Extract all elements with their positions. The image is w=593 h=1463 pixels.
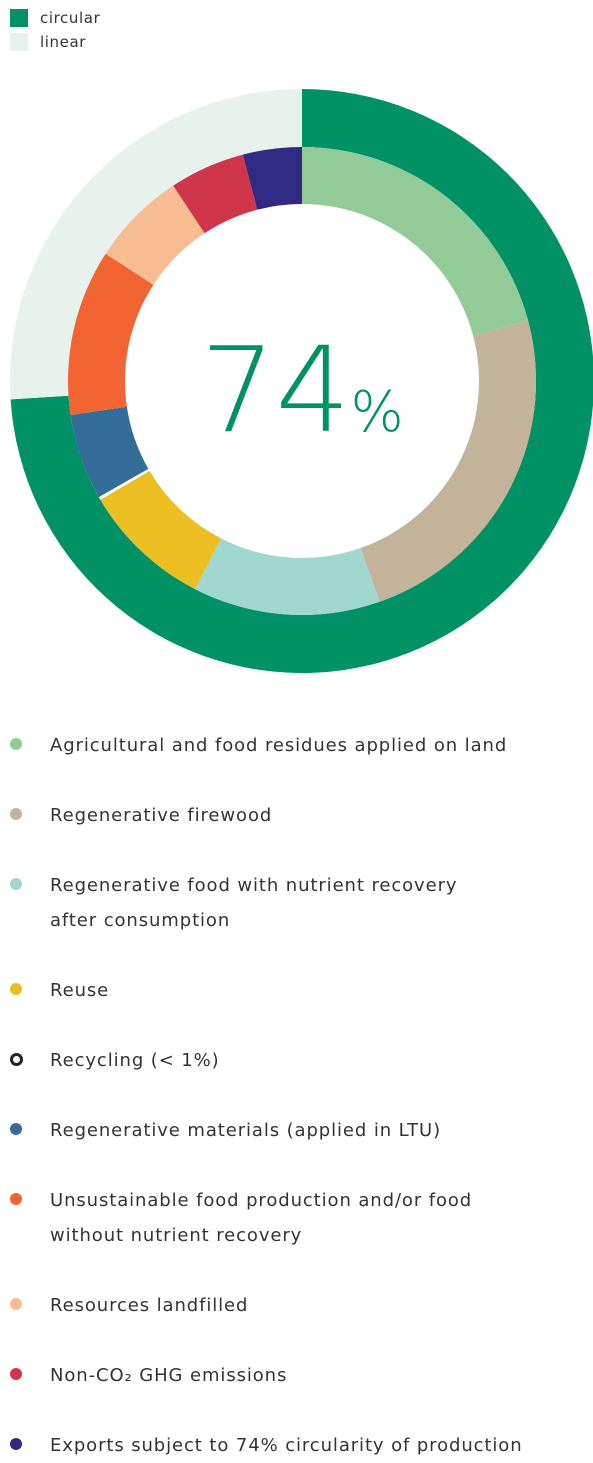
inner-slice-7	[105, 185, 205, 285]
legend-label-line: after consumption	[50, 910, 231, 931]
ring-legend: circular linear	[10, 6, 100, 54]
inner-slice-8	[173, 154, 258, 234]
inner-slice-5	[70, 406, 149, 498]
legend-label: Resources landfilled	[50, 1288, 570, 1323]
legend-label: Recycling (< 1%)	[50, 1043, 570, 1078]
legend-label-line: Agricultural and food residues applied o…	[50, 735, 508, 756]
center-value: 74	[200, 321, 350, 459]
legend-label-line: Resources landfilled	[50, 1295, 249, 1316]
legend-dot	[10, 1438, 22, 1450]
circularity-donut-chart: 74%	[9, 89, 593, 673]
legend-label: Unsustainable food production and/or foo…	[50, 1183, 570, 1253]
inner-slice-0	[302, 147, 529, 336]
legend-dot	[10, 1053, 23, 1066]
legend-label-circular: circular	[40, 9, 101, 27]
inner-slice-6	[68, 253, 154, 415]
legend-label-linear: linear	[40, 33, 87, 51]
legend-label-line: Regenerative materials (applied in LTU)	[50, 1120, 442, 1141]
legend-dot	[10, 1298, 22, 1310]
legend-label-line: Unsustainable food production and/or foo…	[50, 1190, 473, 1211]
legend-label: Regenerative firewood	[50, 798, 570, 833]
legend-dot	[10, 1368, 22, 1380]
legend-label: Reuse	[50, 973, 570, 1008]
inner-ring	[68, 147, 536, 615]
inner-slice-3	[100, 470, 222, 590]
legend-dot	[10, 738, 22, 750]
outer-slice-1	[9, 89, 302, 400]
legend-label-line: Regenerative food with nutrient recovery	[50, 875, 458, 896]
legend-label-line: Regenerative firewood	[50, 805, 273, 826]
legend-label: Non-CO₂ GHG emissions	[50, 1358, 570, 1393]
center-percentage: 74%	[200, 321, 403, 459]
legend-label: Exports subject to 74% circularity of pr…	[50, 1428, 570, 1463]
legend-label-line: Non-CO₂ GHG emissions	[50, 1365, 288, 1386]
linear-swatch	[10, 33, 28, 51]
legend-label-line: without nutrient recovery	[50, 1225, 303, 1246]
inner-slice-4	[98, 468, 150, 500]
circular-swatch	[10, 9, 28, 27]
legend-dot	[10, 1123, 22, 1135]
legend-dot	[10, 1193, 22, 1205]
legend-label-line: Recycling (< 1%)	[50, 1050, 220, 1071]
legend-label-line: Reuse	[50, 980, 110, 1001]
legend-dot	[10, 808, 22, 820]
inner-slice-2	[194, 538, 380, 615]
legend-dot	[10, 983, 22, 995]
legend-label: Regenerative food with nutrient recovery…	[50, 868, 570, 938]
inner-slice-9	[242, 147, 302, 210]
inner-slice-1	[360, 320, 536, 602]
legend-label-line: Exports subject to 74% circularity of pr…	[50, 1435, 523, 1456]
legend-label: Regenerative materials (applied in LTU)	[50, 1113, 570, 1148]
outer-ring	[9, 89, 593, 673]
legend-dot	[10, 878, 22, 890]
center-unit: %	[350, 380, 403, 445]
legend-item-linear: linear	[10, 30, 100, 54]
legend-label: Agricultural and food residues applied o…	[50, 728, 570, 763]
legend-item-circular: circular	[10, 6, 100, 30]
